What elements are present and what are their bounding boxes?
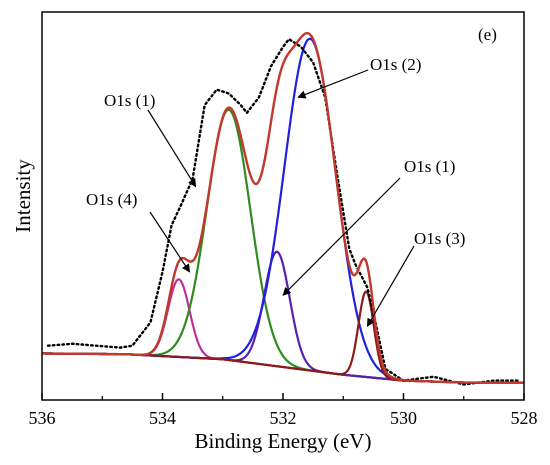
annotation-label: O1s (3): [414, 229, 465, 248]
x-tick-label: 530: [390, 408, 417, 428]
annotation-arrow: [282, 177, 401, 296]
y-axis-label: Intensity: [11, 159, 35, 233]
x-tick-label: 532: [270, 408, 297, 428]
annotation-arrow: [149, 211, 191, 273]
panel-label: (e): [478, 25, 497, 44]
plot-area: [41, 31, 524, 386]
envelope-fit-line: [41, 31, 524, 384]
annotations: O1s (1) O1s (2) O1s (1) O1s (4) O1s (3): [86, 55, 465, 328]
annotation-arrow: [147, 109, 197, 188]
x-axis: 536 534 532 530 528: [29, 393, 538, 428]
annotation-label: O1s (2): [370, 55, 421, 74]
x-tick-label: 528: [511, 408, 538, 428]
x-tick-label: 534: [149, 408, 176, 428]
annotation-label: O1s (1): [404, 157, 455, 176]
annotation-label: O1s (1): [104, 91, 155, 110]
annotation-label: O1s (4): [86, 190, 137, 209]
raw-data-series: [46, 37, 520, 386]
annotation-arrow: [366, 245, 415, 328]
x-axis-label: Binding Energy (eV): [195, 429, 372, 453]
annotation-arrow: [297, 69, 369, 99]
x-tick-label: 536: [29, 408, 56, 428]
